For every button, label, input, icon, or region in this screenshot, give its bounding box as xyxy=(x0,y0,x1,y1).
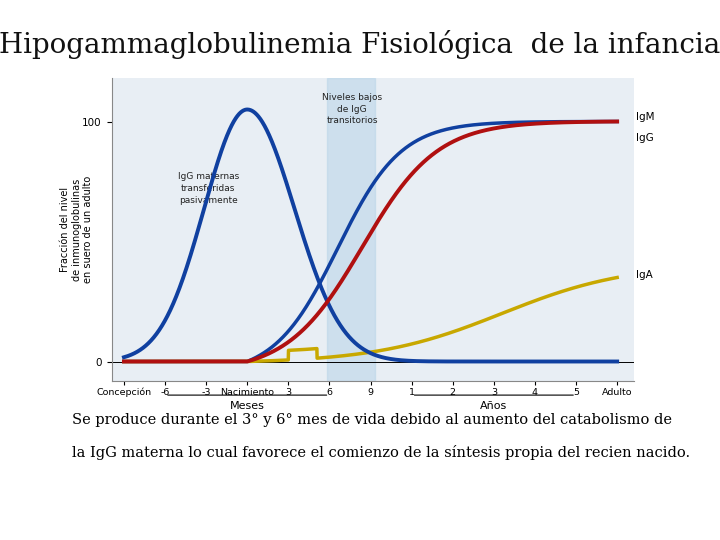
Text: Hipogammaglobulinemia Fisiológica  de la infancia: Hipogammaglobulinemia Fisiológica de la … xyxy=(0,30,720,59)
Text: IgA: IgA xyxy=(636,270,652,280)
Text: Niveles bajos
de IgG
transitorios: Niveles bajos de IgG transitorios xyxy=(322,93,382,125)
Text: la IgG materna lo cual favorece el comienzo de la síntesis propia del recien nac: la IgG materna lo cual favorece el comie… xyxy=(72,446,690,461)
Text: IgG: IgG xyxy=(636,133,654,143)
Text: IgM: IgM xyxy=(636,112,654,122)
Text: IgG maternas
transferidas
pasivamente: IgG maternas transferidas pasivamente xyxy=(178,172,239,205)
Y-axis label: Fracción del nivel
de inmunoglobulinas
en suero de un adulto: Fracción del nivel de inmunoglobulinas e… xyxy=(60,176,94,283)
Text: Se produce durante el 3° y 6° mes de vida debido al aumento del catabolismo de: Se produce durante el 3° y 6° mes de vid… xyxy=(72,413,672,427)
Text: Años: Años xyxy=(480,401,508,411)
Text: Meses: Meses xyxy=(230,401,265,411)
Bar xyxy=(328,78,374,381)
